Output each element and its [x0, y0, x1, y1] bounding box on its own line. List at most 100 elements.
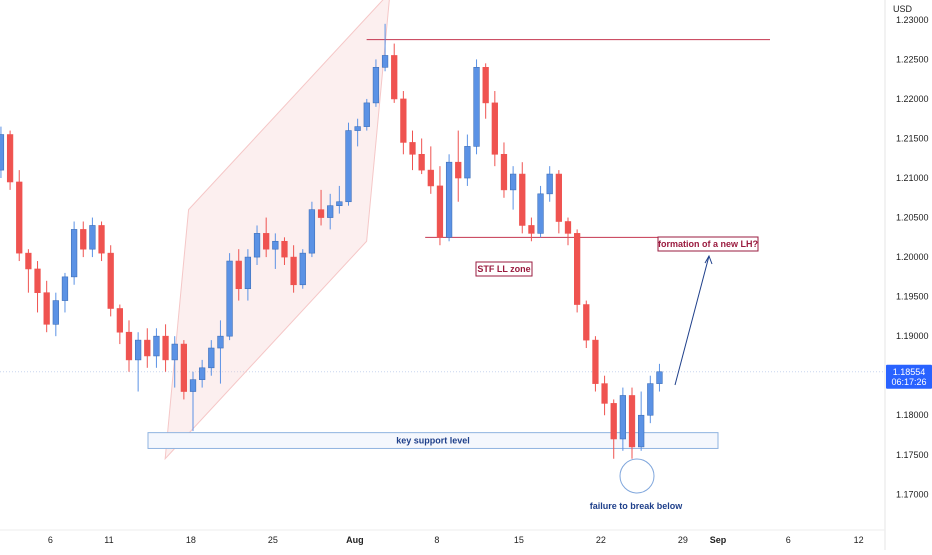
candle-body-bullish	[509, 173, 517, 191]
candle-body-bearish	[564, 221, 572, 234]
candle-body-bearish	[180, 343, 187, 392]
candle-body-bullish	[363, 102, 370, 127]
candle	[418, 138, 425, 175]
candle	[244, 249, 252, 301]
y-tick-label: 1.22000	[896, 94, 929, 104]
candle	[464, 134, 471, 186]
candle-body-bearish	[427, 169, 434, 187]
candle-body-bearish	[235, 260, 242, 290]
candle-body-bullish	[372, 67, 380, 104]
candle-body-bearish	[16, 181, 23, 254]
failure-label: failure to break below	[590, 501, 684, 511]
candle	[436, 166, 444, 246]
x-tick-label: 8	[434, 535, 439, 545]
candle	[98, 221, 105, 262]
current-price-badge	[886, 364, 932, 389]
candle-body-bullish	[153, 335, 160, 357]
candle-body-bearish	[628, 395, 636, 448]
candle-body-bearish	[610, 403, 617, 440]
candle	[345, 122, 352, 206]
candle	[601, 375, 608, 416]
candle-body-bullish	[345, 130, 352, 203]
projection-arrowhead	[704, 254, 713, 265]
new-lh-box	[657, 236, 759, 252]
candle	[564, 217, 572, 246]
current-price-value: 1.18554	[893, 367, 926, 377]
projection-arrow	[674, 255, 710, 386]
candle-body-bearish	[34, 268, 41, 293]
candle	[52, 292, 59, 337]
candle	[391, 43, 398, 103]
candle	[628, 387, 636, 459]
candle-body-bullish	[189, 379, 197, 392]
candle-body-bullish	[226, 260, 233, 337]
x-tick-label: 15	[514, 535, 524, 545]
candle	[336, 185, 343, 214]
candle	[317, 189, 325, 226]
candle-body-bullish	[0, 134, 5, 171]
candles-group	[0, 23, 663, 459]
y-tick-label: 1.22500	[896, 54, 929, 64]
candle	[107, 245, 114, 317]
candle	[235, 249, 242, 301]
candle-body-bearish	[98, 225, 105, 254]
x-tick-label: 12	[854, 535, 864, 545]
candle-body-bearish	[409, 142, 416, 155]
y-tick-label: 1.20000	[896, 252, 929, 262]
candle	[381, 23, 389, 72]
candle-body-bullish	[656, 371, 663, 384]
y-tick-label: 1.17500	[896, 450, 929, 460]
candle-body-bearish	[80, 229, 87, 250]
candle-body-bullish	[299, 252, 306, 286]
candle-body-bullish	[272, 240, 279, 250]
candle-body-bullish	[354, 126, 361, 131]
candle-body-bearish	[528, 225, 535, 234]
candle-body-bearish	[290, 256, 297, 286]
new-lh-label: formation of a new LH?	[658, 239, 758, 249]
candle-body-bearish	[391, 55, 398, 100]
candle	[34, 261, 41, 313]
candle	[574, 229, 581, 313]
candle	[80, 221, 87, 258]
candle	[647, 375, 654, 424]
candle-body-bullish	[327, 205, 334, 218]
candle	[208, 340, 215, 376]
candle	[473, 59, 480, 155]
candle-body-bearish	[519, 173, 526, 226]
candle	[427, 146, 434, 194]
candle	[528, 217, 535, 242]
candle-body-bullish	[208, 347, 215, 369]
candle-body-bearish	[583, 304, 590, 341]
candle-body-bearish	[263, 233, 270, 250]
candle-body-bullish	[638, 414, 645, 448]
candle	[455, 130, 462, 202]
candle	[226, 253, 233, 341]
candle	[519, 162, 526, 234]
x-tick-label: Sep	[710, 535, 727, 545]
candle	[409, 130, 416, 171]
candle-body-bearish	[482, 67, 489, 104]
candle-body-bearish	[25, 252, 32, 270]
candle-body-bearish	[491, 102, 498, 155]
candle	[189, 371, 197, 432]
candle	[70, 221, 78, 285]
candle-body-bullish	[217, 335, 224, 349]
x-tick-label: 29	[678, 535, 688, 545]
key-support-label: key support level	[396, 436, 470, 446]
candle	[327, 193, 334, 230]
x-tick-label: 6	[786, 535, 791, 545]
candle-body-bullish	[464, 146, 471, 179]
candle-body-bearish	[107, 252, 114, 309]
candle	[509, 166, 517, 210]
candle	[537, 185, 544, 238]
candle	[299, 249, 306, 289]
candle	[125, 320, 133, 372]
current-price-countdown: 06:17:26	[891, 377, 926, 387]
y-tick-label: 1.19000	[896, 331, 929, 341]
candle-body-bullish	[61, 276, 69, 301]
candle	[199, 359, 206, 388]
y-tick-label: 1.20500	[896, 213, 929, 223]
candle-body-bearish	[574, 233, 581, 305]
